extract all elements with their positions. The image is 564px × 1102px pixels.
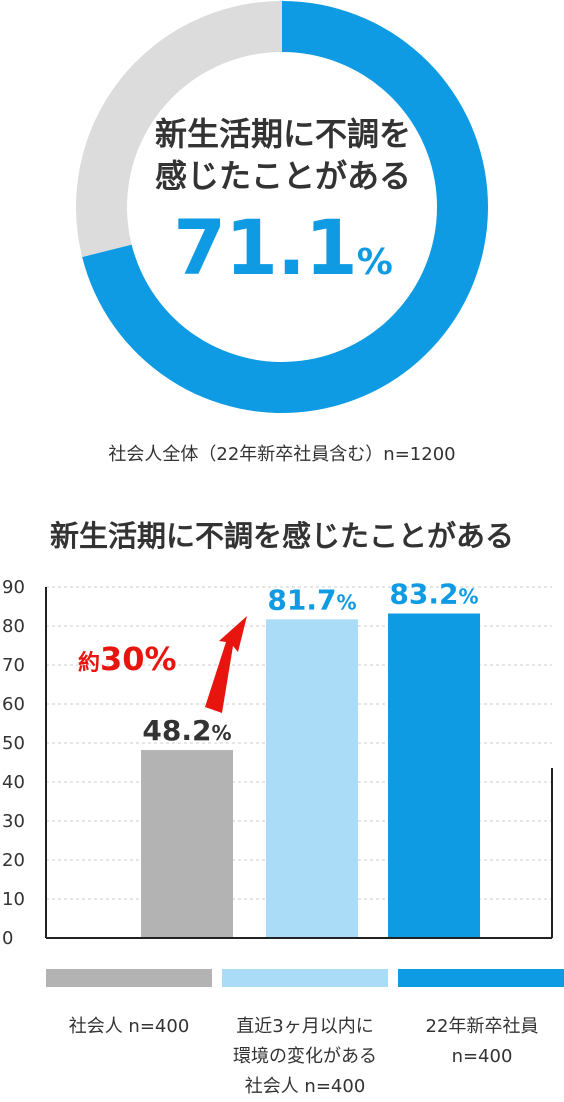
- y-tick-label: 90: [2, 577, 25, 598]
- y-tick-label: 30: [2, 811, 25, 832]
- legend-swatch-company-employees: [46, 969, 212, 987]
- y-tick-label: 20: [2, 850, 25, 871]
- donut-slice: [76, 1, 282, 257]
- bar-chart-title: 新生活期に不調を感じたことがある: [49, 519, 514, 553]
- y-tick-label: 60: [2, 694, 25, 715]
- legend-swatch-new-graduates: [398, 969, 564, 987]
- bar-value-label: 48.2%: [142, 714, 231, 747]
- y-tick-label: 80: [2, 616, 25, 637]
- increase-arrow-icon: [205, 616, 247, 713]
- legend-swatch-environment-change: [222, 969, 388, 987]
- increase-annotation: 約30%: [78, 640, 177, 678]
- bar-chart: 0 10 20 30 40 50 60 70 80 90 48.2% 81.7% 83.2% 約30%: [2, 577, 553, 949]
- donut-value-number: 71.1: [173, 203, 358, 292]
- y-tick-label: 0: [2, 928, 13, 949]
- bar: [141, 750, 233, 938]
- bar: [266, 619, 358, 938]
- donut-title-line1: 新生活期に不調を: [154, 115, 411, 153]
- y-tick-label: 10: [2, 889, 25, 910]
- donut-value: 71.1%: [150, 210, 416, 286]
- donut-value-unit: %: [356, 242, 393, 283]
- y-tick-label: 50: [2, 733, 25, 754]
- donut-caption: 社会人全体（22年新卒社員含む）n=1200: [108, 444, 456, 465]
- bar: [388, 613, 480, 938]
- legend-label-company-employees: 社会人 n=400: [68, 1016, 190, 1037]
- y-tick-label: 40: [2, 772, 25, 793]
- bar-value-label: 81.7%: [267, 583, 356, 616]
- legend-label-new-graduates: 22年新卒社員 n=400: [425, 1016, 539, 1067]
- bar-value-label: 83.2%: [389, 578, 478, 611]
- donut-title-line2: 感じたことがある: [154, 157, 411, 195]
- legend-label-environment-change: 直近3ヶ月以内に 環境の変化がある 社会人 n=400: [233, 1016, 377, 1097]
- y-tick-label: 70: [2, 655, 25, 676]
- donut-chart: [76, 1, 488, 413]
